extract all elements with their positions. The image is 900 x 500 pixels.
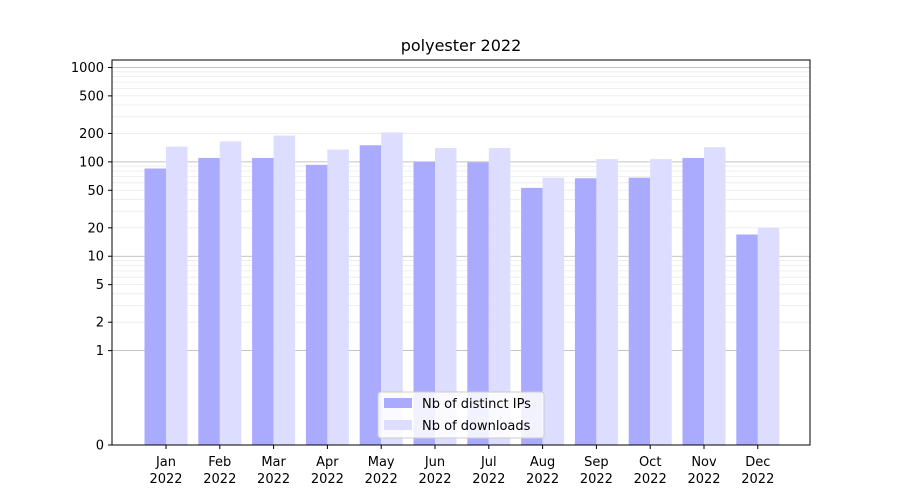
x-tick-label-month: Jul xyxy=(480,455,497,470)
bars xyxy=(144,132,780,446)
y-tick-label: 100 xyxy=(79,155,104,170)
legend-label: Nb of distinct IPs xyxy=(422,397,531,412)
x-tick-label-year: 2022 xyxy=(741,472,774,487)
legend-swatch xyxy=(384,420,412,430)
x-tick-label-year: 2022 xyxy=(418,472,451,487)
x-tick-label-year: 2022 xyxy=(365,472,398,487)
y-tick-label: 1000 xyxy=(71,61,104,76)
y-tick-label: 0 xyxy=(96,439,104,454)
bar-jan-series-2 xyxy=(166,146,188,445)
bar-mar-series-2 xyxy=(273,135,296,445)
x-tick-label-year: 2022 xyxy=(311,472,344,487)
bar-dec-series-2 xyxy=(757,227,780,445)
x-tick-label-month: Jan xyxy=(155,455,176,470)
y-tick-label: 5 xyxy=(96,278,104,293)
y-axis: 0 1 2 5 10 20 50 100 200 500 1000 xyxy=(71,61,112,454)
bar-oct-series-2 xyxy=(650,159,672,445)
x-axis: Jan 2022 Feb 2022 Mar 2022 Apr 2022 May 2022 Jun 20… xyxy=(149,445,774,487)
bar-nov-series-2 xyxy=(704,147,726,445)
x-tick-label-month: Nov xyxy=(691,455,717,470)
x-tick-label-month: May xyxy=(368,455,395,470)
bar-sep-series-2 xyxy=(596,159,618,445)
y-tick-label: 2 xyxy=(96,316,104,331)
bar-dec-series-1 xyxy=(736,234,758,445)
legend: Nb of distinct IPs Nb of downloads xyxy=(377,391,545,439)
bar-aug-series-2 xyxy=(542,177,565,446)
legend-box xyxy=(377,391,545,439)
bar-apr-series-2 xyxy=(327,149,349,445)
bar-jul-series-2 xyxy=(488,148,511,445)
bar-oct-series-1 xyxy=(628,177,651,446)
y-tick-label: 1 xyxy=(96,344,104,359)
x-tick-label-month: Dec xyxy=(745,455,770,470)
bar-jun-series-1 xyxy=(413,161,435,445)
x-tick-label-year: 2022 xyxy=(687,472,720,487)
x-tick-label-year: 2022 xyxy=(257,472,290,487)
bar-feb-series-1 xyxy=(198,157,220,445)
x-tick-label-year: 2022 xyxy=(149,472,182,487)
plot-frame xyxy=(111,59,811,446)
y-tick-label: 500 xyxy=(79,89,104,104)
bar-nov-series-1 xyxy=(682,157,704,445)
y-tick-label: 20 xyxy=(87,221,104,236)
chart-title: polyester 2022 xyxy=(401,36,522,55)
bar-sep-series-1 xyxy=(574,178,597,445)
bar-jun-series-2 xyxy=(435,148,457,445)
x-tick-label-year: 2022 xyxy=(580,472,613,487)
bar-apr-series-1 xyxy=(305,164,328,445)
x-tick-label-year: 2022 xyxy=(526,472,559,487)
legend-swatch xyxy=(384,398,412,408)
x-tick-label-year: 2022 xyxy=(634,472,667,487)
y-tick-label: 50 xyxy=(87,184,104,199)
bar-jul-series-1 xyxy=(467,162,489,445)
x-tick-label-month: Jun xyxy=(424,455,445,470)
x-tick-label-month: Feb xyxy=(208,455,231,470)
y-tick-label: 10 xyxy=(87,250,104,265)
y-tick-label: 200 xyxy=(79,127,104,142)
bar-may-series-2 xyxy=(381,132,403,445)
bar-feb-series-2 xyxy=(219,141,242,446)
x-tick-label-year: 2022 xyxy=(203,472,236,487)
x-tick-label-month: Mar xyxy=(261,455,286,470)
bar-may-series-1 xyxy=(359,145,382,445)
x-tick-label-month: Apr xyxy=(316,455,339,470)
legend-label: Nb of downloads xyxy=(422,419,531,434)
x-tick-label-month: Aug xyxy=(530,455,555,470)
bar-jan-series-1 xyxy=(144,168,166,445)
x-tick-label-year: 2022 xyxy=(472,472,505,487)
bar-mar-series-1 xyxy=(252,157,274,445)
bar-aug-series-1 xyxy=(521,187,543,446)
x-tick-label-month: Oct xyxy=(639,455,661,470)
x-tick-label-month: Sep xyxy=(584,455,609,470)
